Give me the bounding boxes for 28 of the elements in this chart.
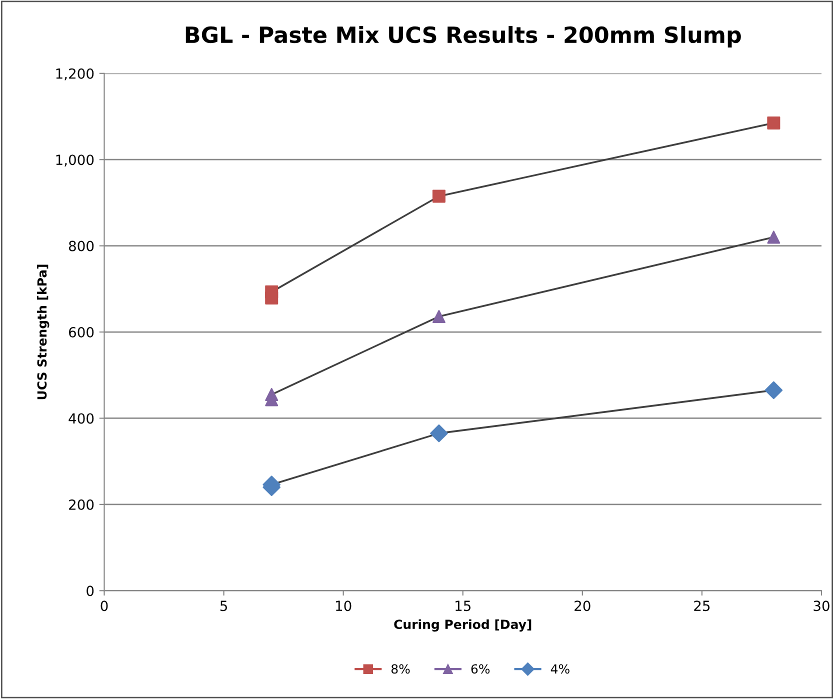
legend-label: 6% [471, 664, 490, 674]
legend-label: 8% [391, 664, 410, 674]
y-axis-title: UCS Strength [kPa] [37, 264, 50, 400]
y-tick-label: 0 [86, 586, 94, 596]
point [764, 381, 783, 400]
y-tick-label: 200 [69, 499, 94, 510]
y-tick-label: 400 [68, 413, 94, 424]
y-tick-label: 1,000 [56, 154, 94, 166]
x-tick-label: 0 [100, 600, 108, 612]
point [265, 388, 278, 402]
point [430, 424, 448, 442]
x-tick-label: 25 [694, 600, 710, 612]
point [767, 116, 780, 130]
y-tick-label: 800 [68, 240, 94, 252]
x-tick-label: 10 [336, 600, 352, 612]
point [432, 310, 446, 324]
x-tick-label: 30 [814, 600, 830, 612]
y-tick-label: 600 [68, 326, 94, 338]
y-tick-label: 1,200 [56, 68, 94, 80]
x-tick-label: 20 [574, 600, 590, 612]
point [265, 285, 278, 298]
x-tick-label: 5 [220, 600, 227, 612]
x-axis-title: Curing Period [Day] [394, 619, 532, 632]
point [767, 230, 780, 244]
chart-title: BGL - Paste Mix UCS Results - 200mm Slump [186, 26, 741, 48]
x-tick-label: 15 [456, 600, 470, 612]
point [432, 190, 446, 203]
legend-label: 4% [550, 664, 570, 674]
